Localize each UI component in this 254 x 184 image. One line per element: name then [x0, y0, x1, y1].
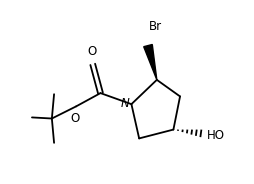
Text: Br: Br — [149, 20, 162, 33]
Polygon shape — [144, 45, 157, 80]
Text: O: O — [70, 112, 80, 125]
Text: N: N — [121, 97, 130, 109]
Text: HO: HO — [207, 129, 225, 142]
Text: O: O — [87, 45, 96, 58]
